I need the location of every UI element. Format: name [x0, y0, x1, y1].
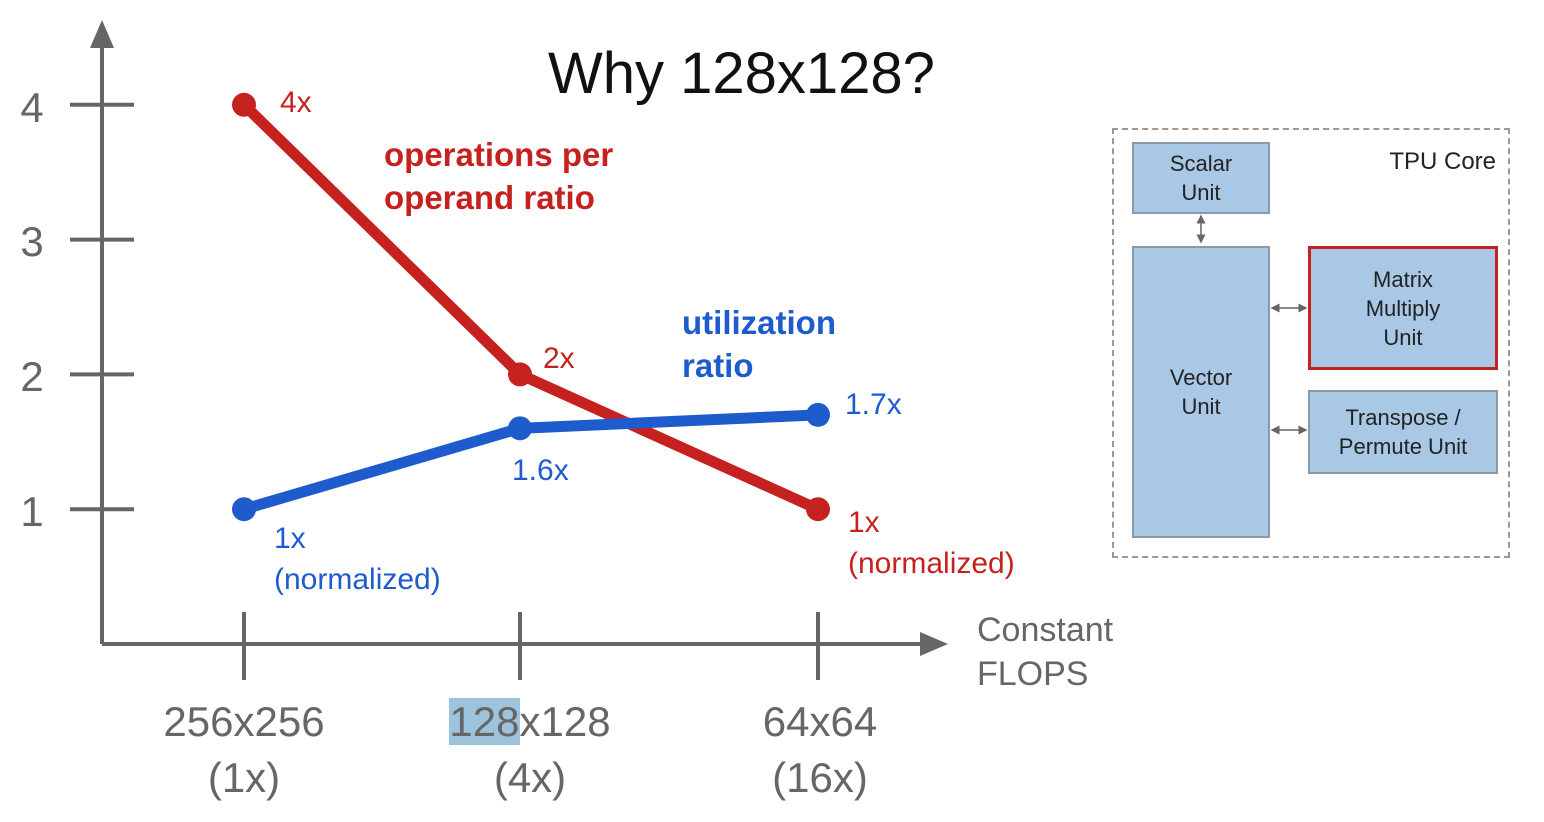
matrix-unit-line1: Matrix	[1373, 266, 1433, 292]
series-label-operations-line2: operand ratio	[384, 179, 595, 216]
scalar-unit-line2: Unit	[1181, 180, 1221, 205]
x-tick-128: 128x128 (4x)	[400, 694, 660, 806]
vector-unit-line2: Unit	[1181, 394, 1221, 419]
x-tick-128-bottom: (4x)	[493, 754, 567, 801]
series-label-operations-line1: operations per	[384, 136, 614, 173]
matrix-unit-line3: Unit	[1383, 324, 1423, 350]
x-tick-64-bottom: (16x)	[772, 754, 868, 801]
series-0-point-1	[508, 362, 532, 387]
series-label-utilization-line2: ratio	[682, 347, 754, 384]
x-tick-256-top: 256x256	[163, 698, 325, 745]
x-axis-label: Constant FLOPS	[977, 611, 1114, 693]
diagram-connectors	[1196, 214, 1308, 435]
x-tick-256-bottom: (1x)	[207, 754, 281, 801]
data-label-blue-normalized: (normalized)	[274, 563, 441, 596]
x-tick-256: 256x256 (1x)	[114, 694, 374, 806]
scalar-unit-box: Scalar Unit	[1132, 142, 1270, 214]
data-label-red-1: 2x	[543, 342, 575, 375]
transpose-unit-line1: Transpose /	[1345, 405, 1461, 430]
tpu-core-title: TPU Core	[1389, 148, 1496, 175]
series-label-utilization-line1: utilization	[682, 304, 836, 341]
data-label-red-normalized: (normalized)	[848, 547, 1015, 580]
y-tick-4: 4	[20, 84, 44, 131]
series-1-point-2	[806, 402, 830, 427]
y-tick-1: 1	[20, 488, 44, 535]
x-tick-128-highlight: 128	[449, 698, 520, 745]
y-axis-arrow	[90, 20, 114, 48]
y-tick-2: 2	[20, 353, 44, 400]
data-label-blue-1: 1.6x	[512, 454, 569, 487]
vector-unit-box: Vector Unit	[1132, 246, 1270, 538]
tpu-core-diagram: TPU Core Scalar Unit Vector Unit Matrix Mul…	[1112, 128, 1510, 558]
x-tick-128-top: 128x128	[400, 694, 660, 750]
vector-unit-line1: Vector	[1169, 365, 1233, 390]
series-label-operations: operations per operand ratio	[384, 133, 684, 219]
x-tick-128-rest: x128	[519, 698, 611, 745]
scalar-unit-line1: Scalar	[1169, 151, 1233, 176]
series-0-point-0	[232, 92, 256, 117]
transpose-unit-line2: Permute Unit	[1338, 434, 1468, 459]
series-1-point-0	[232, 497, 256, 522]
series-label-utilization: utilization ratio	[682, 301, 882, 387]
y-tick-3: 3	[20, 218, 44, 265]
matrix-multiply-unit-box: Matrix Multiply Unit	[1308, 246, 1498, 370]
chart-title: Why 128x128?	[548, 41, 935, 106]
series-0-point-2	[806, 497, 830, 522]
transpose-permute-unit-box: Transpose / Permute Unit	[1308, 390, 1498, 474]
series-1-point-1	[508, 416, 532, 441]
data-label-red-0: 4x	[280, 86, 312, 119]
data-label-blue-0: 1x	[274, 522, 306, 555]
data-label-blue-2: 1.7x	[845, 388, 902, 421]
x-axis-arrow	[920, 632, 948, 656]
x-tick-64-top: 64x64	[762, 698, 878, 745]
matrix-unit-line2: Multiply	[1365, 295, 1441, 321]
data-label-red-2: 1x	[848, 506, 880, 539]
x-tick-64: 64x64 (16x)	[690, 694, 950, 806]
